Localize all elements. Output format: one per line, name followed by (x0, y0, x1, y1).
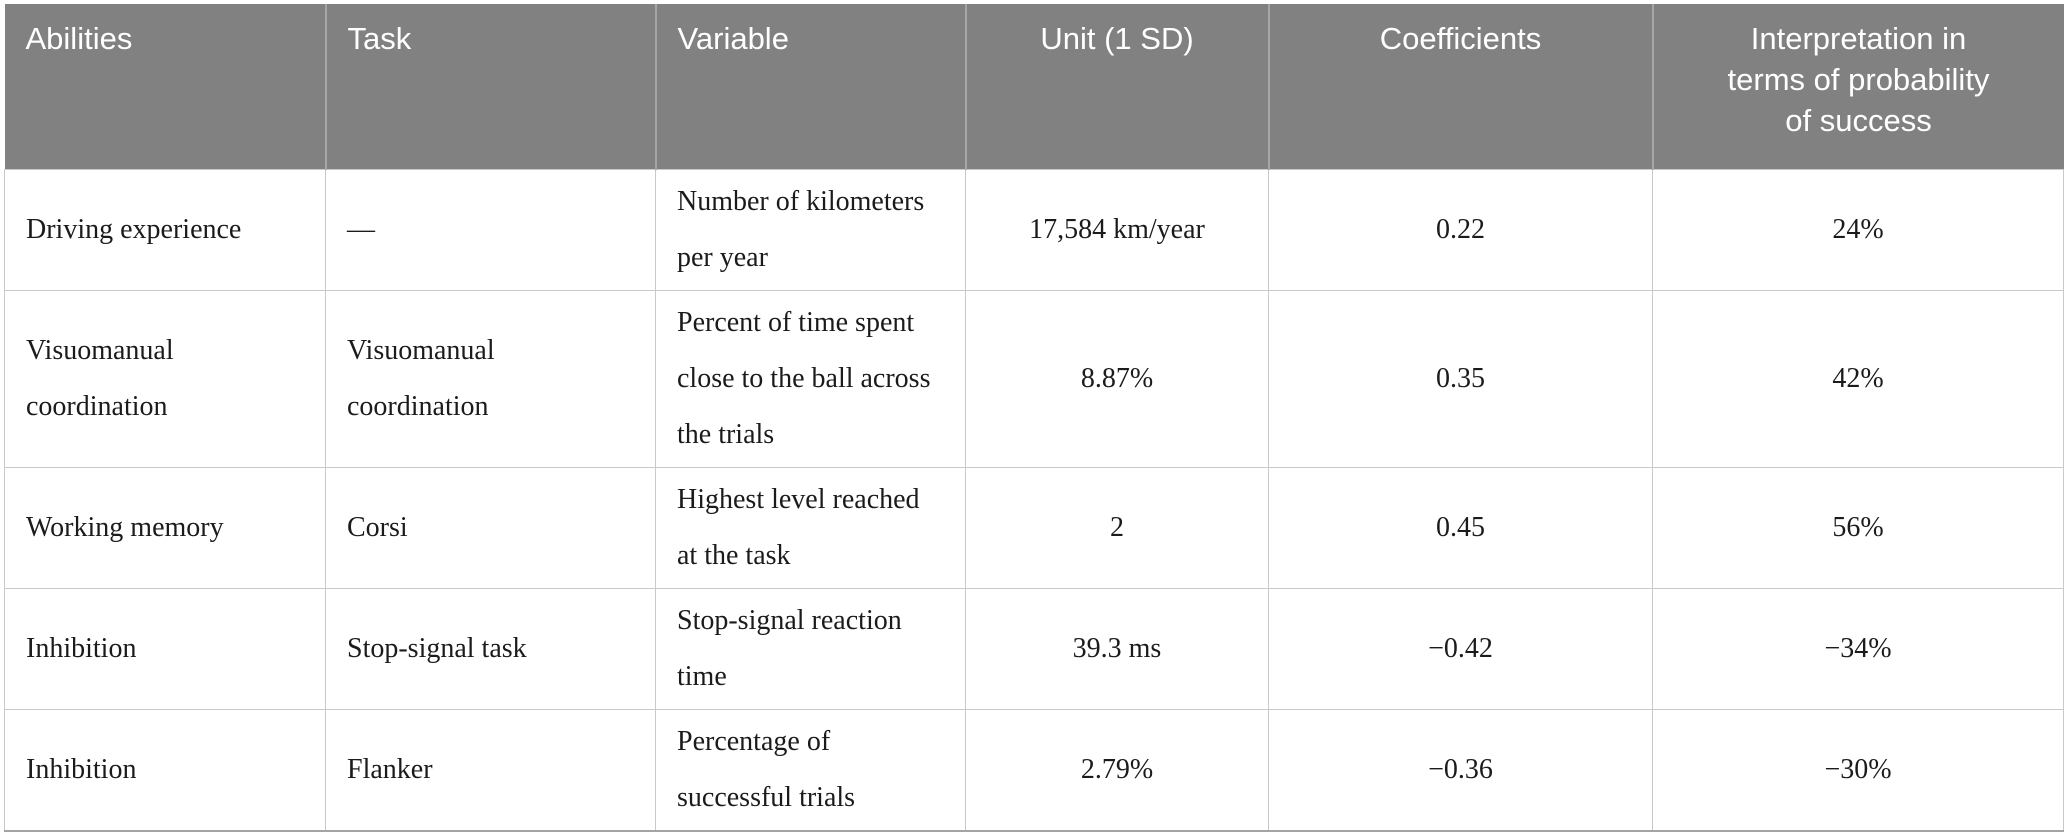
cell-variable: Highest level reached at the task (655, 467, 966, 589)
cell-abilities: Visuomanual coordination (4, 290, 326, 468)
cell-task: — (325, 169, 656, 291)
header-cell-3: Unit (1 SD) (964, 4, 1269, 170)
cell-variable: Percent of time spent close to the ball … (655, 290, 966, 468)
cell-task: Corsi (325, 467, 656, 589)
cell-variable: Number of kilometers per year (655, 169, 966, 291)
table-row-1: Visuomanual coordination Visuomanual coor… (4, 290, 2064, 468)
cell-interpretation: 24% (1652, 169, 2064, 291)
header-cell-4: Coefficients (1267, 4, 1653, 170)
cell-variable: Percentage of successful trials (655, 709, 966, 832)
cell-coefficient: −0.36 (1268, 709, 1653, 832)
cell-unit: 8.87% (965, 290, 1269, 468)
header-row: Abilities Task Variable Unit (1 SD) Coeffici… (4, 4, 2064, 170)
cell-unit: 39.3 ms (965, 588, 1269, 710)
table-row-0: Driving experience — Number of kilometers … (4, 169, 2064, 291)
header-cell-5: Interpretation in terms of probability o… (1651, 4, 2064, 170)
cell-abilities: Inhibition (4, 709, 326, 832)
cell-unit: 2.79% (965, 709, 1269, 832)
cell-coefficient: 0.22 (1268, 169, 1653, 291)
cell-task: Visuomanual coordination (325, 290, 656, 468)
cell-interpretation: 56% (1652, 467, 2064, 589)
cell-abilities: Inhibition (4, 588, 326, 710)
cell-coefficient: −0.42 (1268, 588, 1653, 710)
cell-abilities: Driving experience (4, 169, 326, 291)
cell-coefficient: 0.35 (1268, 290, 1653, 468)
header-cell-2: Variable (654, 4, 966, 170)
cell-unit: 17,584 km/year (965, 169, 1269, 291)
cell-interpretation: 42% (1652, 290, 2064, 468)
table-row-3: Inhibition Stop-signal task Stop-signal re… (4, 588, 2064, 710)
cell-abilities: Working memory (4, 467, 326, 589)
cell-task: Stop-signal task (325, 588, 656, 710)
cell-task: Flanker (325, 709, 656, 832)
table-body: Driving experience — Number of kilometers … (4, 169, 2064, 832)
cell-variable: Stop-signal reaction time (655, 588, 966, 710)
cell-interpretation: −34% (1652, 588, 2064, 710)
results-table: Abilities Task Variable Unit (1 SD) Coeffici… (4, 4, 2064, 832)
table-row-4: Inhibition Flanker Percentage of successfu… (4, 709, 2064, 832)
cell-unit: 2 (965, 467, 1269, 589)
table-row-2: Working memory Corsi Highest level reached… (4, 467, 2064, 589)
cell-interpretation: −30% (1652, 709, 2064, 832)
header-cell-1: Task (324, 4, 656, 170)
header-cell-0: Abilities (4, 4, 326, 170)
cell-coefficient: 0.45 (1268, 467, 1653, 589)
